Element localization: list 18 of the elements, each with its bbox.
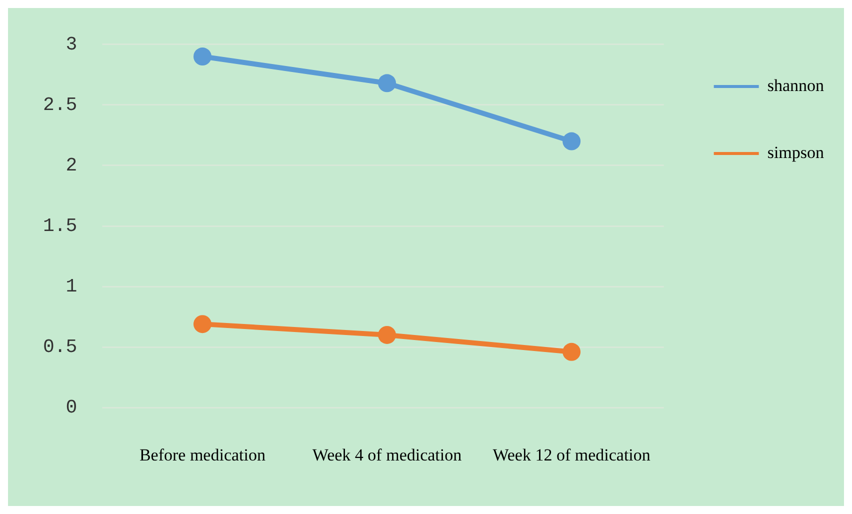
point: [562, 132, 581, 150]
point: [378, 326, 396, 344]
y-tick-label: 0.5: [42, 336, 78, 358]
x-tick-label: Before medication: [139, 445, 266, 464]
y-tick-label: 2.5: [42, 94, 78, 116]
x-tick-label: Week 12 of medication: [492, 445, 651, 464]
point: [378, 74, 396, 92]
point: [562, 342, 581, 361]
x-tick-label: Week 4 of medication: [312, 445, 462, 464]
y-tick-label: 3: [66, 33, 78, 56]
legend-label: simpson: [767, 142, 824, 162]
legend-label: shannon: [767, 76, 824, 95]
point: [193, 315, 212, 334]
y-tick-label: 1: [66, 276, 78, 298]
y-tick-label: 1.5: [42, 215, 78, 238]
y-tick-label: 2: [66, 154, 78, 176]
y-tick-label: 0: [66, 396, 78, 419]
point: [193, 48, 212, 66]
